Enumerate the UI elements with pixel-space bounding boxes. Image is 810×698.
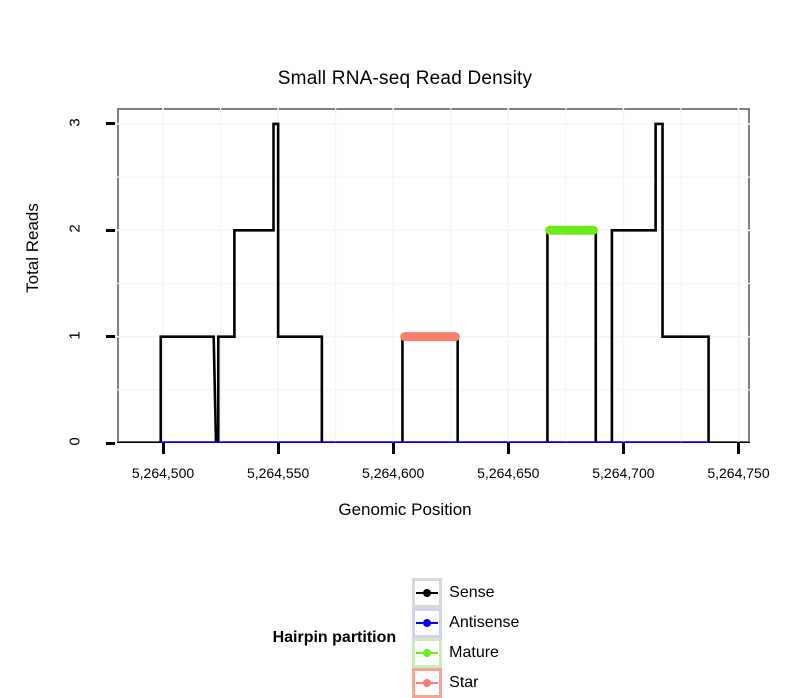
x-tick-label: 5,264,700 (592, 465, 655, 481)
legend-dot-icon (423, 649, 432, 657)
x-tick-mark (276, 443, 280, 454)
legend-label: Sense (449, 584, 495, 601)
x-tick-label: 5,264,500 (131, 465, 195, 481)
legend-key-mature-icon (412, 638, 443, 668)
x-tick-mark (621, 443, 625, 454)
legend-key-star-icon (412, 668, 443, 698)
legend-item-star[interactable]: Star (412, 668, 533, 698)
x-axis-label: Genomic Position (338, 500, 472, 519)
legend-item-sense[interactable]: Sense (412, 578, 533, 608)
legend-item-mature[interactable]: Mature (412, 638, 533, 668)
legend-key-sense-icon (412, 578, 443, 608)
y-tick-label: 2 (66, 224, 84, 233)
series-line-sense (117, 122, 750, 443)
legend: Hairpin partition Sense Antisense Mature St… (0, 578, 810, 698)
legend-label: Star (449, 674, 479, 691)
x-tick-mark (161, 443, 165, 454)
x-tick-mark (391, 443, 395, 454)
x-tick-mark (736, 443, 740, 454)
legend-label: Antisense (449, 614, 520, 631)
legend-dot-icon (423, 619, 432, 627)
plot-area (117, 108, 750, 443)
y-tick-label: 3 (66, 118, 84, 127)
page-title: Small RNA-seq Read Density (277, 68, 533, 89)
y-tick-mark (106, 122, 115, 126)
legend-glyph (416, 678, 439, 688)
legend-label: Mature (449, 644, 499, 661)
legend-key-antisense-icon (412, 608, 443, 638)
x-tick-label: 5,264,650 (477, 465, 540, 481)
legend-dot-icon (423, 589, 432, 597)
legend-glyph (416, 618, 439, 628)
legend-items: Sense Antisense Mature Star (412, 578, 537, 698)
y-tick-mark (106, 441, 115, 445)
y-tick-label: 0 (66, 437, 84, 446)
plot-panel (117, 108, 750, 443)
y-axis-label: Total Reads (23, 203, 42, 293)
legend-item-antisense[interactable]: Antisense (412, 608, 533, 638)
legend-dot-icon (423, 679, 432, 687)
legend-glyph (416, 588, 439, 598)
x-tick-label: 5,264,750 (707, 465, 770, 481)
x-tick-mark (506, 443, 510, 454)
legend-glyph (416, 648, 439, 658)
legend-title: Hairpin partition (272, 629, 397, 646)
y-tick-label: 1 (66, 330, 84, 340)
y-tick-mark (106, 228, 115, 232)
y-tick-mark (106, 335, 115, 339)
x-tick-label: 5,264,600 (362, 465, 425, 481)
x-tick-label: 5,264,550 (246, 465, 310, 481)
